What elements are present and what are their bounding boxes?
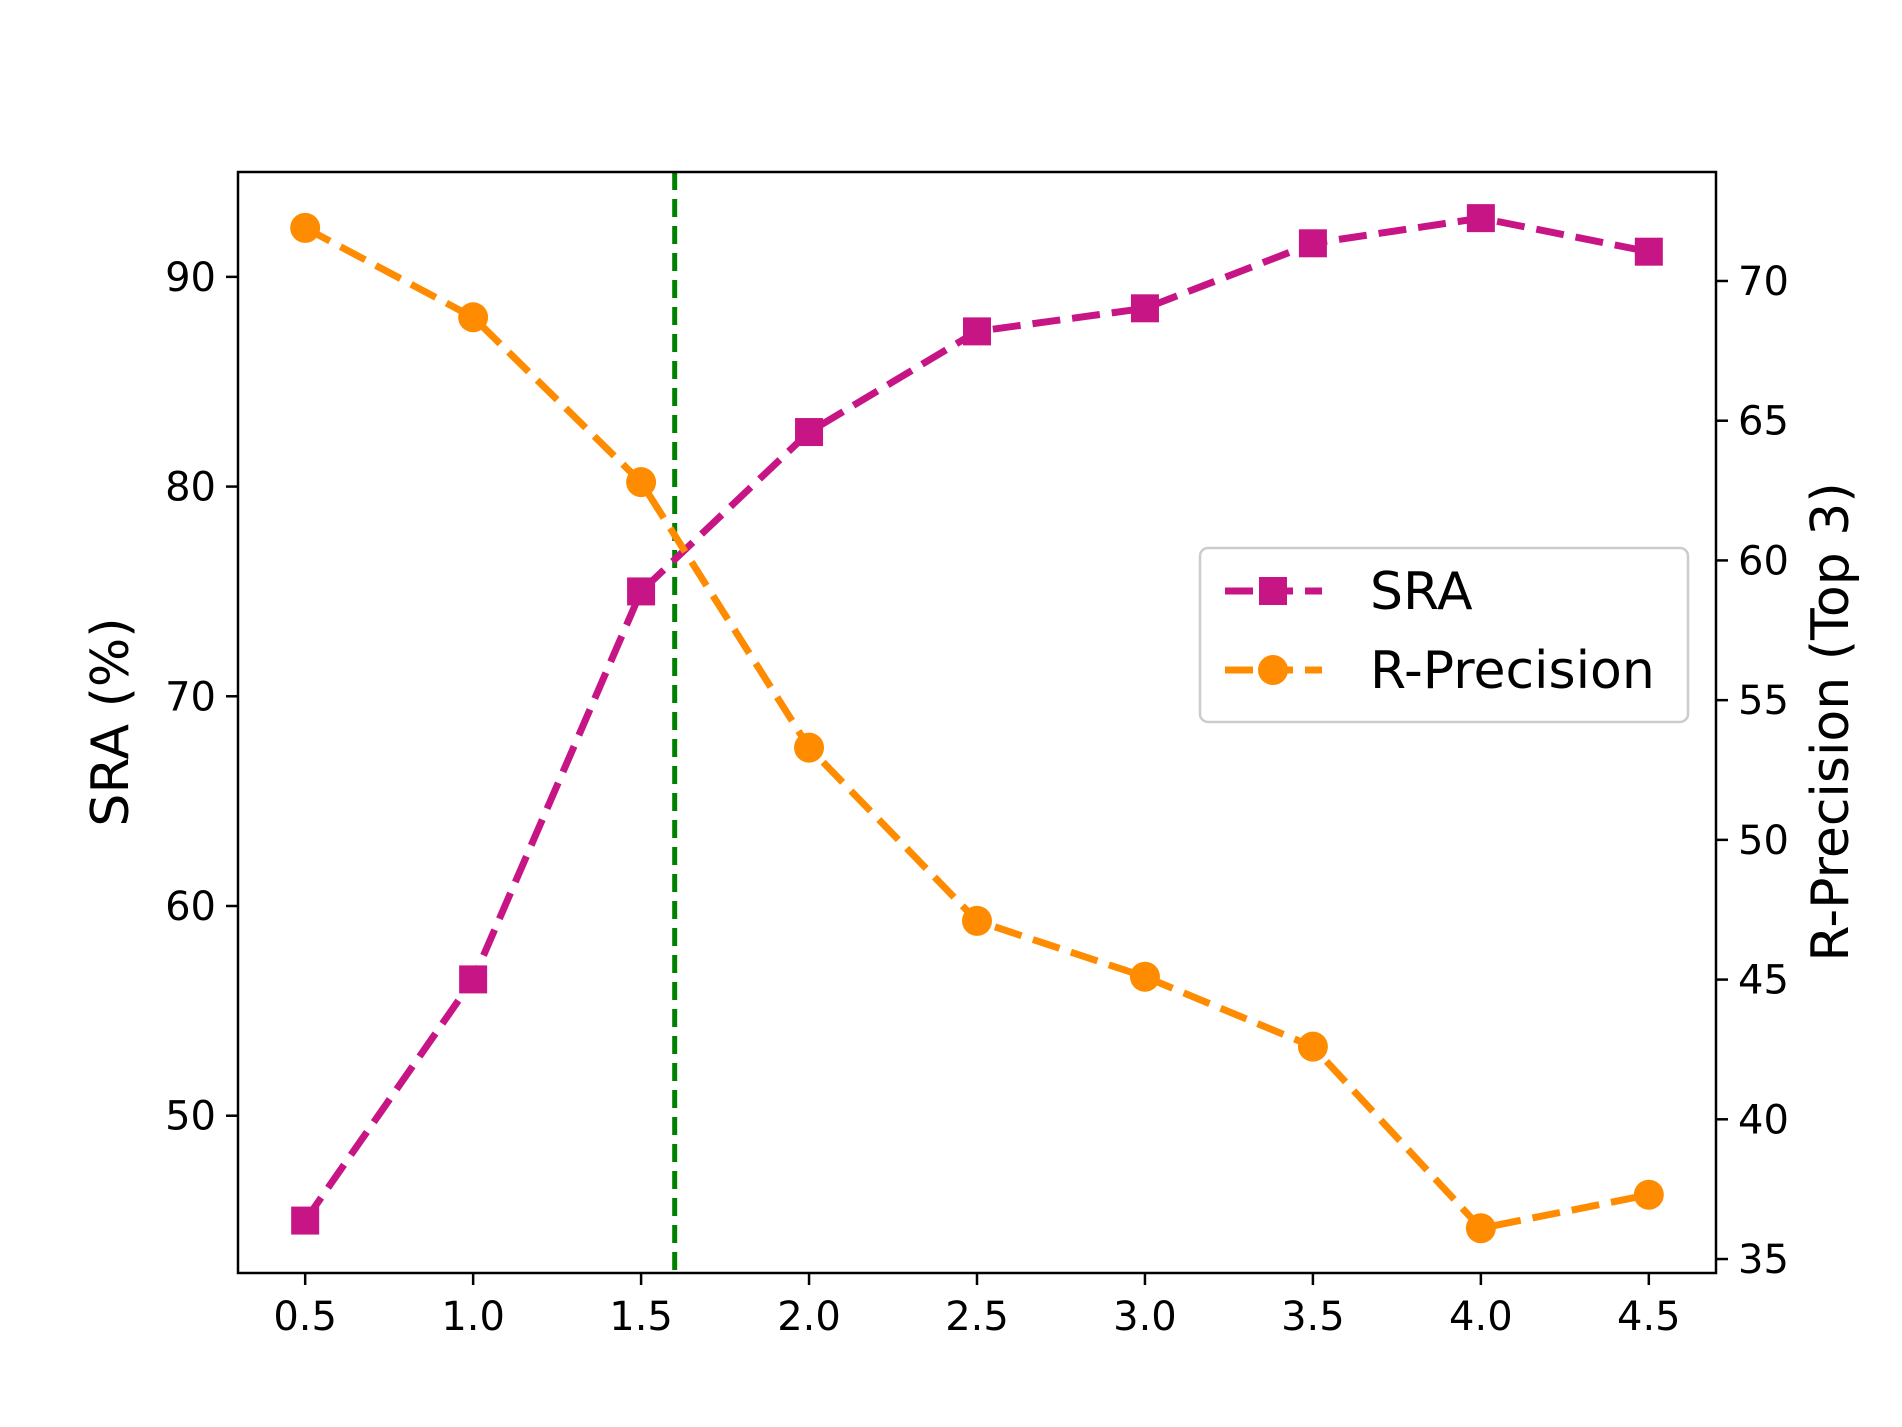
point-sra xyxy=(795,418,824,447)
point-r-precision xyxy=(794,732,825,763)
legend-sra-marker xyxy=(1259,577,1287,605)
right-y-tick-label: 60 xyxy=(1738,538,1789,584)
x-tick-label: 3.0 xyxy=(1113,1294,1177,1340)
legend-rprecision-marker xyxy=(1258,655,1288,685)
right-y-tick-label: 65 xyxy=(1738,399,1789,445)
point-sra xyxy=(1298,229,1327,258)
right-y-tick-label: 40 xyxy=(1738,1097,1789,1143)
x-tick-label: 3.5 xyxy=(1281,1294,1345,1340)
x-tick-label: 2.5 xyxy=(945,1294,1009,1340)
point-sra xyxy=(1466,204,1495,233)
x-tick-label: 0.5 xyxy=(273,1294,337,1340)
point-sra xyxy=(963,317,991,346)
legend-rprecision-label: R-Precision xyxy=(1370,641,1655,701)
point-sra xyxy=(1130,294,1159,323)
right-axis-title: R-Precision (Top 3) xyxy=(1801,482,1861,961)
right-y-tick-label: 70 xyxy=(1738,259,1789,305)
left-y-tick-label: 80 xyxy=(165,465,216,511)
right-y-tick-label: 45 xyxy=(1738,958,1789,1004)
x-tick-label: 4.0 xyxy=(1449,1294,1513,1340)
left-y-tick-label: 50 xyxy=(165,1094,216,1140)
point-r-precision xyxy=(962,905,992,936)
point-sra xyxy=(291,1206,320,1235)
left-axis-title: SRA (%) xyxy=(81,617,141,826)
point-r-precision xyxy=(290,212,321,243)
point-r-precision xyxy=(1129,961,1160,992)
x-tick-label: 4.5 xyxy=(1617,1294,1681,1340)
x-tick-label: 2.0 xyxy=(777,1294,841,1340)
point-r-precision xyxy=(458,302,489,333)
point-sra xyxy=(627,577,656,606)
point-sra xyxy=(1634,237,1663,266)
right-y-tick-label: 55 xyxy=(1738,678,1789,724)
right-y-tick-label: 50 xyxy=(1738,818,1789,864)
point-r-precision xyxy=(626,467,657,498)
point-r-precision xyxy=(1297,1031,1328,1062)
left-y-tick-label: 70 xyxy=(165,674,216,720)
right-y-tick-label: 35 xyxy=(1738,1237,1789,1283)
point-r-precision xyxy=(1633,1179,1664,1210)
point-sra xyxy=(459,965,488,994)
x-tick-label: 1.5 xyxy=(609,1294,673,1340)
legend: SRA R-Precision xyxy=(1198,546,1690,724)
left-y-tick-label: 90 xyxy=(165,255,216,301)
point-r-precision xyxy=(1465,1213,1496,1244)
legend-sra-label: SRA xyxy=(1370,562,1473,622)
left-y-tick-label: 60 xyxy=(165,884,216,930)
x-tick-label: 1.0 xyxy=(441,1294,505,1340)
